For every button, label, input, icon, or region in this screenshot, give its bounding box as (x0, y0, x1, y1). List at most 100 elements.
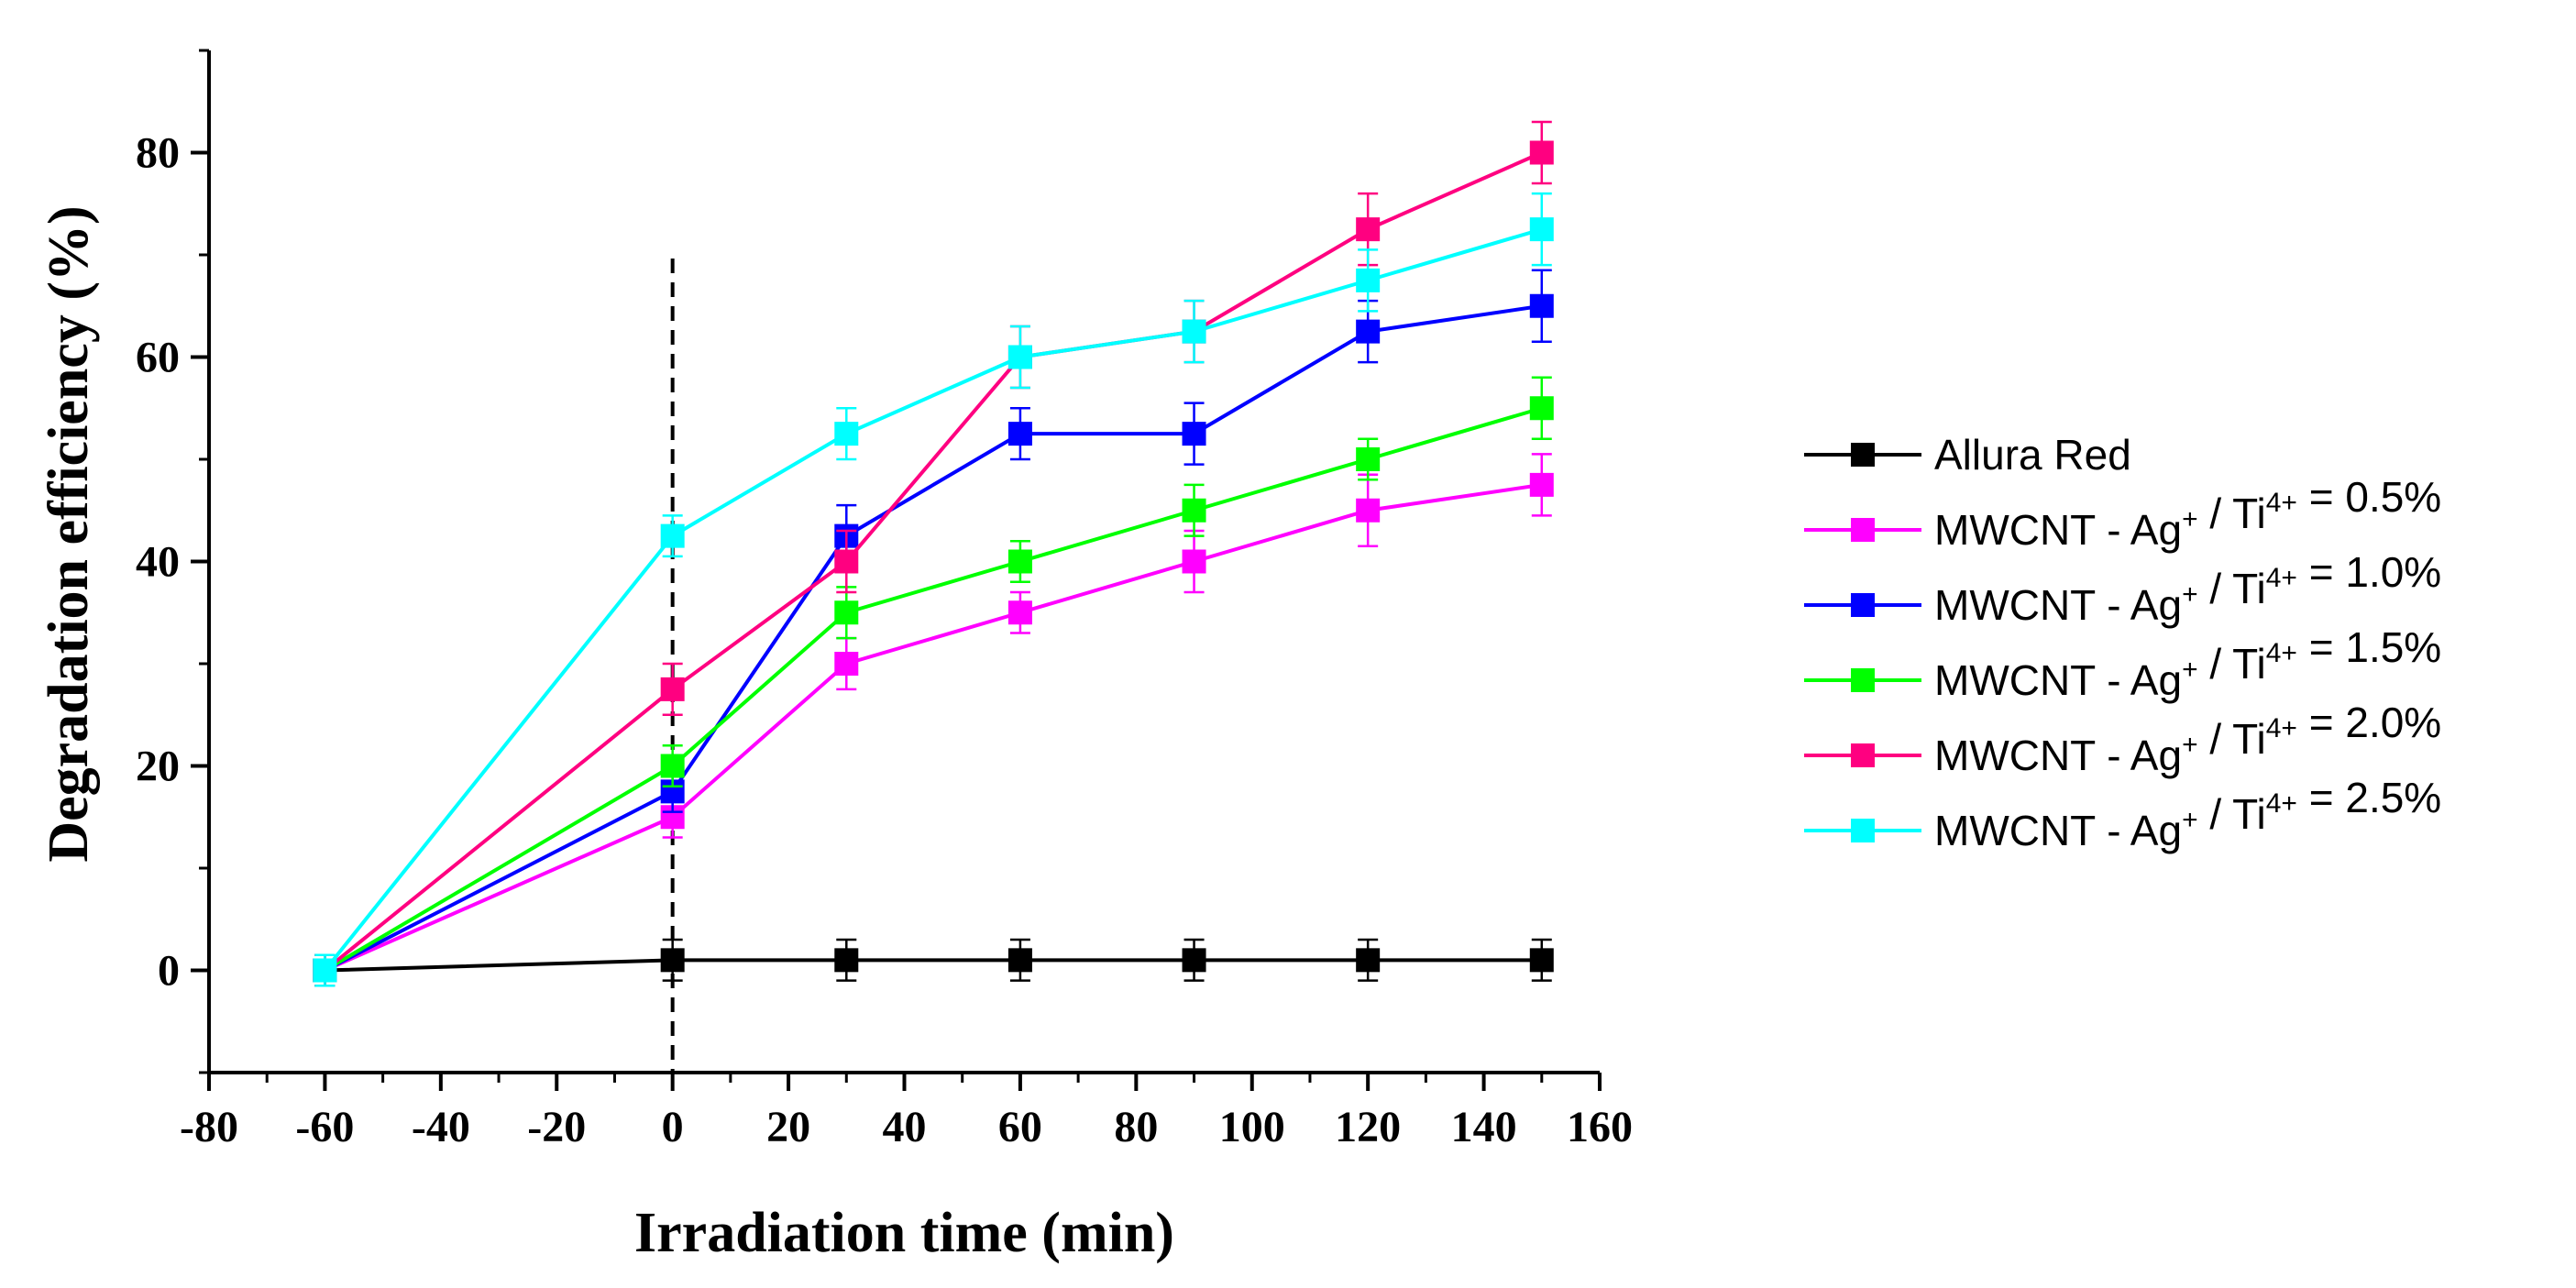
x-tick-label: -40 (412, 1103, 470, 1151)
legend-marker (1851, 593, 1875, 617)
data-point (1007, 549, 1032, 574)
data-point (660, 754, 685, 778)
legend-item: MWCNT - Ag+ / Ti4+ = 1.0% (1804, 548, 2441, 629)
data-point (834, 422, 859, 446)
data-point (1529, 217, 1554, 242)
x-tick-label: -80 (180, 1103, 238, 1151)
data-point (1529, 140, 1554, 165)
x-tick-label: 160 (1567, 1103, 1633, 1151)
y-tick-label: 40 (136, 538, 180, 587)
x-axis-title: Irradiation time (min) (634, 1202, 1174, 1264)
legend-label: Allura Red (1934, 431, 2131, 479)
legend-text-part: / Ti (2198, 790, 2266, 838)
data-point (1356, 319, 1381, 344)
legend-label: MWCNT - Ag+ / Ti4+ = 1.5% (1934, 623, 2441, 704)
legend-label: MWCNT - Ag+ / Ti4+ = 2.5% (1934, 774, 2441, 854)
legend-text-part: = 2.0% (2297, 699, 2441, 746)
legend-marker (1851, 518, 1875, 542)
data-point (1356, 268, 1381, 292)
data-point (1007, 422, 1032, 446)
data-point (1182, 498, 1206, 523)
data-point (1182, 422, 1206, 446)
legend-text-part: MWCNT - Ag (1934, 506, 2182, 554)
data-point (1356, 217, 1381, 242)
data-point (1182, 948, 1206, 973)
data-point (1529, 396, 1554, 421)
data-point (1529, 293, 1554, 318)
data-point (1182, 549, 1206, 574)
x-tick-label: 80 (1114, 1103, 1158, 1151)
series-line (324, 482, 1543, 973)
x-tick-label: 120 (1335, 1103, 1401, 1151)
legend-item: MWCNT - Ag+ / Ti4+ = 2.0% (1804, 699, 2441, 779)
legend-superscript: 4+ (2266, 563, 2297, 593)
y-tick-label: 80 (136, 129, 180, 178)
x-tick-label: -20 (527, 1103, 586, 1151)
legend-superscript: + (2182, 805, 2198, 835)
data-point (1007, 345, 1032, 369)
series-group (313, 120, 1554, 987)
legend-text-part: MWCNT - Ag (1934, 581, 2182, 629)
legend-item: MWCNT - Ag+ / Ti4+ = 0.5% (1804, 473, 2441, 554)
legend-superscript: + (2182, 655, 2198, 685)
x-tick-label: 60 (998, 1103, 1042, 1151)
data-point (660, 523, 685, 548)
series-1 (313, 453, 1554, 987)
legend-text-part: = 1.0% (2297, 548, 2441, 596)
x-tick-label: 20 (766, 1103, 810, 1151)
legend-text-part: MWCNT - Ag (1934, 807, 2182, 854)
data-point (313, 958, 337, 983)
series-0 (313, 938, 1554, 987)
y-tick-label: 0 (158, 947, 180, 996)
x-tick-label: -60 (295, 1103, 354, 1151)
data-point (1529, 948, 1554, 973)
legend-text-part: / Ti (2198, 715, 2266, 763)
legend-item: MWCNT - Ag+ / Ti4+ = 1.5% (1804, 623, 2441, 704)
legend-item: MWCNT - Ag+ / Ti4+ = 2.5% (1804, 774, 2441, 854)
legend-text-part: / Ti (2198, 640, 2266, 688)
legend-label: MWCNT - Ag+ / Ti4+ = 0.5% (1934, 473, 2441, 554)
data-point (834, 549, 859, 574)
data-point (660, 677, 685, 701)
data-point (1529, 472, 1554, 497)
legend-text-part: = 0.5% (2297, 473, 2441, 521)
data-point (834, 948, 859, 973)
legend-text-part: MWCNT - Ag (1934, 656, 2182, 704)
legend-marker (1851, 668, 1875, 692)
data-point (834, 652, 859, 676)
series-5 (313, 192, 1554, 987)
data-point (1356, 498, 1381, 523)
x-tick-label: 100 (1219, 1103, 1285, 1151)
x-tick-label: 40 (883, 1103, 927, 1151)
legend-superscript: + (2182, 504, 2198, 534)
x-tick-label: 0 (662, 1103, 684, 1151)
y-axis-title: Degradation efficiency (%) (38, 205, 100, 862)
legend-marker (1851, 743, 1875, 767)
legend-superscript: 4+ (2266, 488, 2297, 518)
legend-superscript: + (2182, 730, 2198, 760)
data-point (1356, 447, 1381, 471)
legend-text-part: Allura Red (1934, 431, 2131, 479)
legend-text-part: = 2.5% (2297, 774, 2441, 821)
data-point (1356, 948, 1381, 973)
series-2 (313, 269, 1554, 987)
series-line (324, 406, 1543, 973)
legend-text-part: MWCNT - Ag (1934, 732, 2182, 779)
legend-marker (1851, 819, 1875, 842)
data-point (1182, 319, 1206, 344)
y-tick-label: 20 (136, 743, 180, 791)
legend-marker (1851, 443, 1875, 467)
data-point (660, 948, 685, 973)
legend-superscript: 4+ (2266, 788, 2297, 819)
legend-superscript: + (2182, 579, 2198, 610)
legend-label: MWCNT - Ag+ / Ti4+ = 1.0% (1934, 548, 2441, 629)
legend-label: MWCNT - Ag+ / Ti4+ = 2.0% (1934, 699, 2441, 779)
data-point (834, 600, 859, 625)
data-point (1007, 948, 1032, 973)
x-tick-label: 140 (1451, 1103, 1517, 1151)
legend-text-part: / Ti (2198, 565, 2266, 612)
data-point (1007, 600, 1032, 625)
legend-text-part: / Ti (2198, 490, 2266, 537)
